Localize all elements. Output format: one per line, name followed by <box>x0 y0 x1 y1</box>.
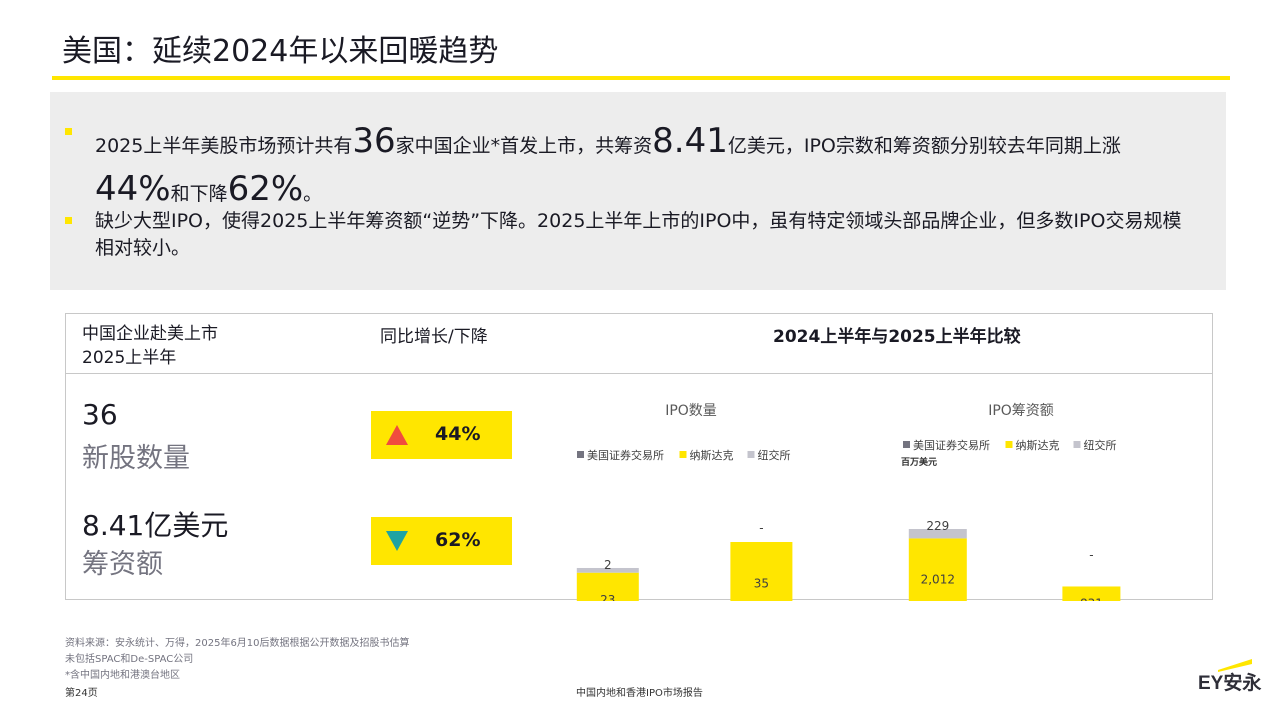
legend-label-1: 纳斯达克 <box>690 449 734 462</box>
col-header-change: 同比增长/下降 <box>380 327 488 347</box>
bar-0-2 <box>908 529 967 539</box>
change-badge-count: 44% <box>371 411 512 459</box>
legend-label-0: 美国证券交易所 <box>587 448 664 462</box>
bullet-large-ipo: 缺少大型IPO，使得2025上半年筹资额“逆势”下降。2025上半年上市的IPO… <box>65 208 1195 261</box>
report-name: 中国内地和香港IPO市场报告 <box>576 688 703 699</box>
bullet1-count-change: 44% <box>95 168 171 209</box>
data-label-0-2: 229 <box>926 519 949 533</box>
legend-label-1: 纳斯达克 <box>1016 439 1060 452</box>
change-count-value: 44% <box>435 423 481 445</box>
comparison-panel: 中国企业赴美上市 2025上半年 同比增长/下降 2024上半年与2025上半年… <box>65 313 1213 601</box>
bar-1-1 <box>1062 586 1121 601</box>
data-label-0-1: 23 <box>600 593 615 601</box>
region-note: *含中国内地和港澳台地区 <box>65 670 180 681</box>
ipo-proceeds-chart: IPO筹资额美国证券交易所纳斯达克纽交所百万美元-2,0122292024上半年… <box>901 402 1121 601</box>
ey-logo-icon: EY安永 <box>1198 659 1262 694</box>
bullet1-text-e: 。 <box>303 182 323 205</box>
data-label-1-2: - <box>1089 548 1093 562</box>
col-header-line2: 2025上半年 <box>82 348 177 368</box>
title-underline <box>52 76 1230 80</box>
bullet1-text-b: 家中国企业*首发上市，共筹资 <box>395 135 653 157</box>
page-number: 第24页 <box>65 688 98 699</box>
legend-label-2: 纽交所 <box>758 448 791 462</box>
legend-swatch-2 <box>1073 441 1081 448</box>
ey-logo: EY安永 <box>1196 656 1264 696</box>
down-triangle-icon <box>386 531 408 551</box>
ey-logo-text: EY安永 <box>1198 671 1262 694</box>
spac-note: 未包括SPAC和De-SPAC公司 <box>65 654 194 665</box>
bullet1-text-c: 亿美元，IPO宗数和筹资额分别较去年同期上涨 <box>727 135 1121 157</box>
change-proceeds-value: 62% <box>435 529 481 551</box>
bullet2-text: 缺少大型IPO，使得2025上半年筹资额“逆势”下降。2025上半年上市的IPO… <box>95 210 1182 259</box>
chart-unit: 百万美元 <box>901 456 937 468</box>
ipo-count-chart: IPO数量美国证券交易所纳斯达克纽交所-2322024上半年135-2025上半… <box>576 403 793 601</box>
bullet1-ipo-count: 36 <box>352 121 396 161</box>
col-header-line1: 中国企业赴美上市 <box>82 324 218 344</box>
stat-proceeds-label: 筹资额 <box>82 549 163 580</box>
col-header-listing: 中国企业赴美上市 2025上半年 <box>82 322 218 370</box>
change-badge-proceeds: 62% <box>371 517 512 565</box>
data-label-1-1: 831 <box>1080 597 1103 601</box>
legend-swatch-1 <box>1005 441 1013 448</box>
bar-0-1 <box>908 538 967 601</box>
legend-swatch-0 <box>903 441 910 448</box>
legend-swatch-1 <box>679 451 687 458</box>
stat-proceeds: 8.41亿美元 <box>82 509 229 542</box>
bullet1-text-d: 和下降 <box>170 182 228 205</box>
legend-label-2: 纽交所 <box>1084 438 1117 452</box>
bar-0-1 <box>576 572 639 601</box>
data-label-1-2: - <box>759 521 763 535</box>
up-triangle-icon <box>386 425 408 445</box>
bullet1-text-a: 2025上半年美股市场预计共有 <box>95 135 353 157</box>
stat-ipo-count-label: 新股数量 <box>82 443 190 474</box>
bar-1-1 <box>730 542 793 601</box>
bullet-square-icon <box>65 217 72 224</box>
data-label-1-1: 35 <box>754 576 769 590</box>
chart-title: IPO数量 <box>665 403 717 419</box>
legend-swatch-2 <box>747 451 755 458</box>
summary-box: 2025上半年美股市场预计共有36家中国企业*首发上市，共筹资8.41亿美元，I… <box>50 92 1226 290</box>
legend-label-0: 美国证券交易所 <box>913 438 990 452</box>
chart-title: IPO筹资额 <box>988 402 1054 419</box>
bullet-square-icon <box>65 128 72 135</box>
col-header-comparison: 2024上半年与2025上半年比较 <box>773 327 1021 347</box>
data-label-0-2: 2 <box>604 558 612 572</box>
bullet-ipo-summary: 2025上半年美股市场预计共有36家中国企业*首发上市，共筹资8.41亿美元，I… <box>65 118 1195 213</box>
bar-0-2 <box>576 567 639 573</box>
source-note: 资料来源：安永统计、万得，2025年6月10后数据根据公开数据及招股书估算 <box>65 638 410 649</box>
header-divider <box>66 373 1212 374</box>
bullet1-proceeds: 8.41 <box>652 121 728 161</box>
page-title: 美国：延续2024年以来回暖趋势 <box>62 34 499 69</box>
data-label-0-1: 2,012 <box>921 573 955 587</box>
legend-swatch-0 <box>577 451 584 458</box>
stat-ipo-count: 36 <box>82 398 118 431</box>
bullet1-proceeds-change: 62% <box>227 168 304 209</box>
